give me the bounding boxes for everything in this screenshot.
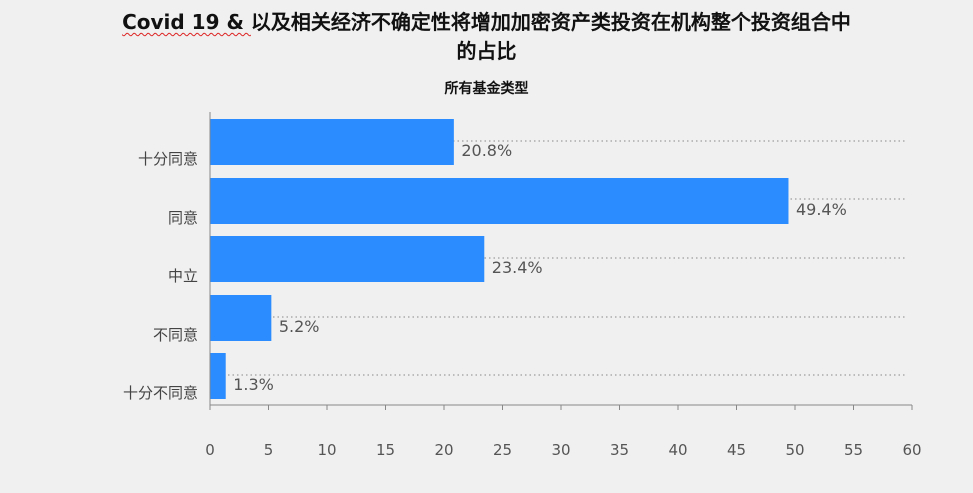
x-tick-label: 60 [902, 441, 921, 459]
chart-title-line-1: Covid 19 & 以及相关经济不确定性将增加加密资产类投资在机构整个投资组合… [0, 8, 973, 37]
chart-title-line-2: 的占比 [456, 39, 517, 63]
category-label: 同意 [168, 209, 198, 227]
x-tick-label: 0 [205, 441, 215, 459]
data-label: 23.4% [492, 258, 543, 277]
x-tick-label: 45 [727, 441, 746, 459]
x-tick-label: 5 [264, 441, 274, 459]
x-tick-label: 55 [844, 441, 863, 459]
data-label: 49.4% [796, 200, 847, 219]
chart-title-prefix: Covid 19 & [122, 10, 251, 34]
chart-subtitle: 所有基金类型 [444, 81, 529, 97]
x-tick-label: 40 [668, 441, 687, 459]
bar [210, 178, 789, 224]
category-label: 十分不同意 [123, 384, 198, 402]
data-label: 1.3% [233, 375, 274, 394]
data-label: 5.2% [279, 317, 320, 336]
bar [210, 119, 454, 165]
x-tick-label: 15 [376, 441, 395, 459]
x-tick-label: 10 [317, 441, 336, 459]
x-tick-label: 50 [785, 441, 804, 459]
chart-title: Covid 19 & 以及相关经济不确定性将增加加密资产类投资在机构整个投资组合… [0, 8, 973, 66]
data-label: 20.8% [461, 141, 512, 160]
category-label: 十分同意 [138, 150, 198, 168]
bar [210, 353, 226, 399]
x-tick-label: 25 [493, 441, 512, 459]
x-tick-label: 35 [610, 441, 629, 459]
category-label: 中立 [168, 267, 198, 285]
bar [210, 295, 272, 341]
x-tick-label: 20 [434, 441, 453, 459]
chart-title-line-1-text: 以及相关经济不确定性将增加加密资产类投资在机构整个投资组合中 [250, 10, 851, 34]
category-label: 不同意 [153, 326, 198, 344]
bar [210, 236, 485, 282]
x-tick-label: 30 [551, 441, 570, 459]
